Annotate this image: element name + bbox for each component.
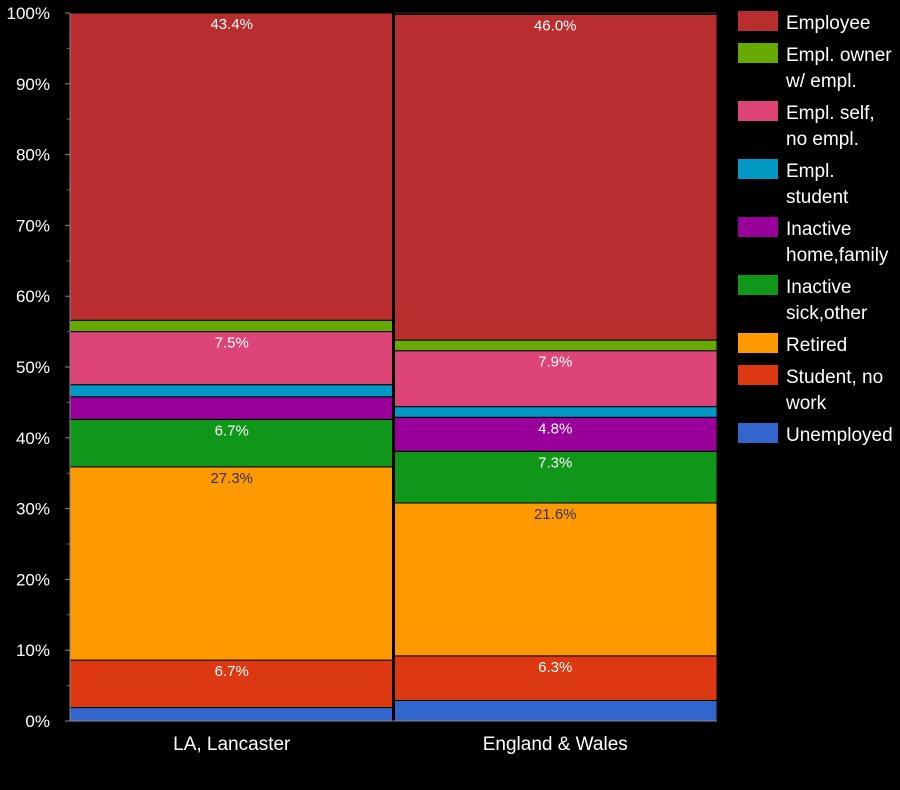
legend-label: Student, no [786,367,883,388]
legend-item-student-no-work[interactable]: Student, no work [738,365,883,414]
legend-label: Empl. [786,161,835,182]
legend-swatch [738,43,778,63]
data-label: 4.8% [538,420,572,437]
y-tick-label: 60% [16,287,50,306]
legend-item-retired[interactable]: Retired [738,333,847,356]
y-tick-label: 80% [16,146,50,165]
data-label: 7.9% [538,354,572,371]
bar-segment-empl-student[interactable] [69,384,394,398]
x-tick-label: LA, Lancaster [173,734,291,755]
legend-swatch [738,159,778,179]
bar-segment-employee[interactable] [69,12,394,321]
y-tick-label: 20% [16,570,50,589]
y-tick-label: 90% [16,75,50,94]
legend-item-inactive-home-family[interactable]: Inactive home,family [738,217,889,266]
legend-label: Empl. owner [786,45,892,66]
bars: 6.7% 27.3% 6.7% 7.5% 43.4% 6.3% 21.6% 7.3% 4.8% 7… [69,12,718,722]
y-tick-label: 10% [16,641,50,660]
legend-label: work [785,393,827,414]
y-axis: 0% 10% 20% 30% 40% 50% 60% 70% 80% 90% 100% [7,4,71,731]
data-label: 7.3% [538,454,572,471]
legend-label: w/ empl. [785,71,857,92]
legend-label: Inactive [786,219,851,240]
y-tick-label: 50% [16,358,50,377]
legend-item-empl-self-no-empl[interactable]: Empl. self, no empl. [738,101,875,150]
legend[interactable]: Employee Empl. owner w/ empl. Empl. self, no… [738,11,893,446]
legend-swatch [738,423,778,443]
x-axis: LA, Lancaster England & Wales [70,720,717,755]
bar-segment-retired[interactable] [393,502,718,657]
data-label: 21.6% [534,506,577,523]
legend-item-empl-owner-w-empl[interactable]: Empl. owner w/ empl. [738,43,892,92]
legend-label: Empl. self, [786,103,875,124]
bar-segment-unemployed[interactable] [69,707,394,722]
legend-label: no empl. [786,129,859,150]
legend-label: Inactive [786,277,851,298]
y-tick-label: 40% [16,429,50,448]
bar-segment-student-no-work[interactable] [393,655,718,701]
legend-swatch [738,365,778,385]
x-tick-label: England & Wales [483,734,628,755]
legend-swatch [738,333,778,353]
bar-segment-inactive-sick-other[interactable] [69,418,394,468]
bar-segment-empl-owner-w-empl[interactable] [393,339,718,352]
bar-segment-empl-self-no-empl[interactable] [393,350,718,408]
bar-segment-retired[interactable] [69,466,394,661]
bar-segment-inactive-home-family[interactable] [69,396,394,420]
legend-label: Employee [786,13,871,34]
data-label: 27.3% [210,470,253,487]
legend-label: home,family [786,245,889,266]
legend-swatch [738,275,778,295]
legend-swatch [738,11,778,31]
data-label: 43.4% [210,16,253,33]
bar-segment-empl-owner-w-empl[interactable] [69,319,394,333]
y-tick-label: 100% [7,4,50,23]
y-tick-label: 70% [16,216,50,235]
legend-label: student [786,187,849,208]
bar-segment-unemployed[interactable] [393,699,718,722]
legend-swatch [738,217,778,237]
legend-item-inactive-sick-other[interactable]: Inactive sick,other [738,275,868,324]
legend-label: Retired [786,335,847,356]
y-tick-label: 0% [25,712,50,731]
legend-item-empl-student[interactable]: Empl. student [738,159,849,208]
legend-label: Unemployed [786,425,893,446]
legend-item-employee[interactable]: Employee [738,11,871,34]
data-label: 6.3% [538,659,572,676]
legend-label: sick,other [786,303,868,324]
bar-segment-student-no-work[interactable] [69,659,394,709]
y-tick-label: 30% [16,500,50,519]
legend-swatch [738,101,778,121]
bar-segment-employee[interactable] [393,13,718,341]
legend-item-unemployed[interactable]: Unemployed [738,423,893,446]
data-label: 7.5% [215,335,249,352]
data-label: 6.7% [215,422,249,439]
bar-segment-inactive-sick-other[interactable] [393,450,718,504]
bar-segment-empl-student[interactable] [393,406,718,418]
data-label: 6.7% [215,663,249,680]
data-label: 46.0% [534,17,577,34]
